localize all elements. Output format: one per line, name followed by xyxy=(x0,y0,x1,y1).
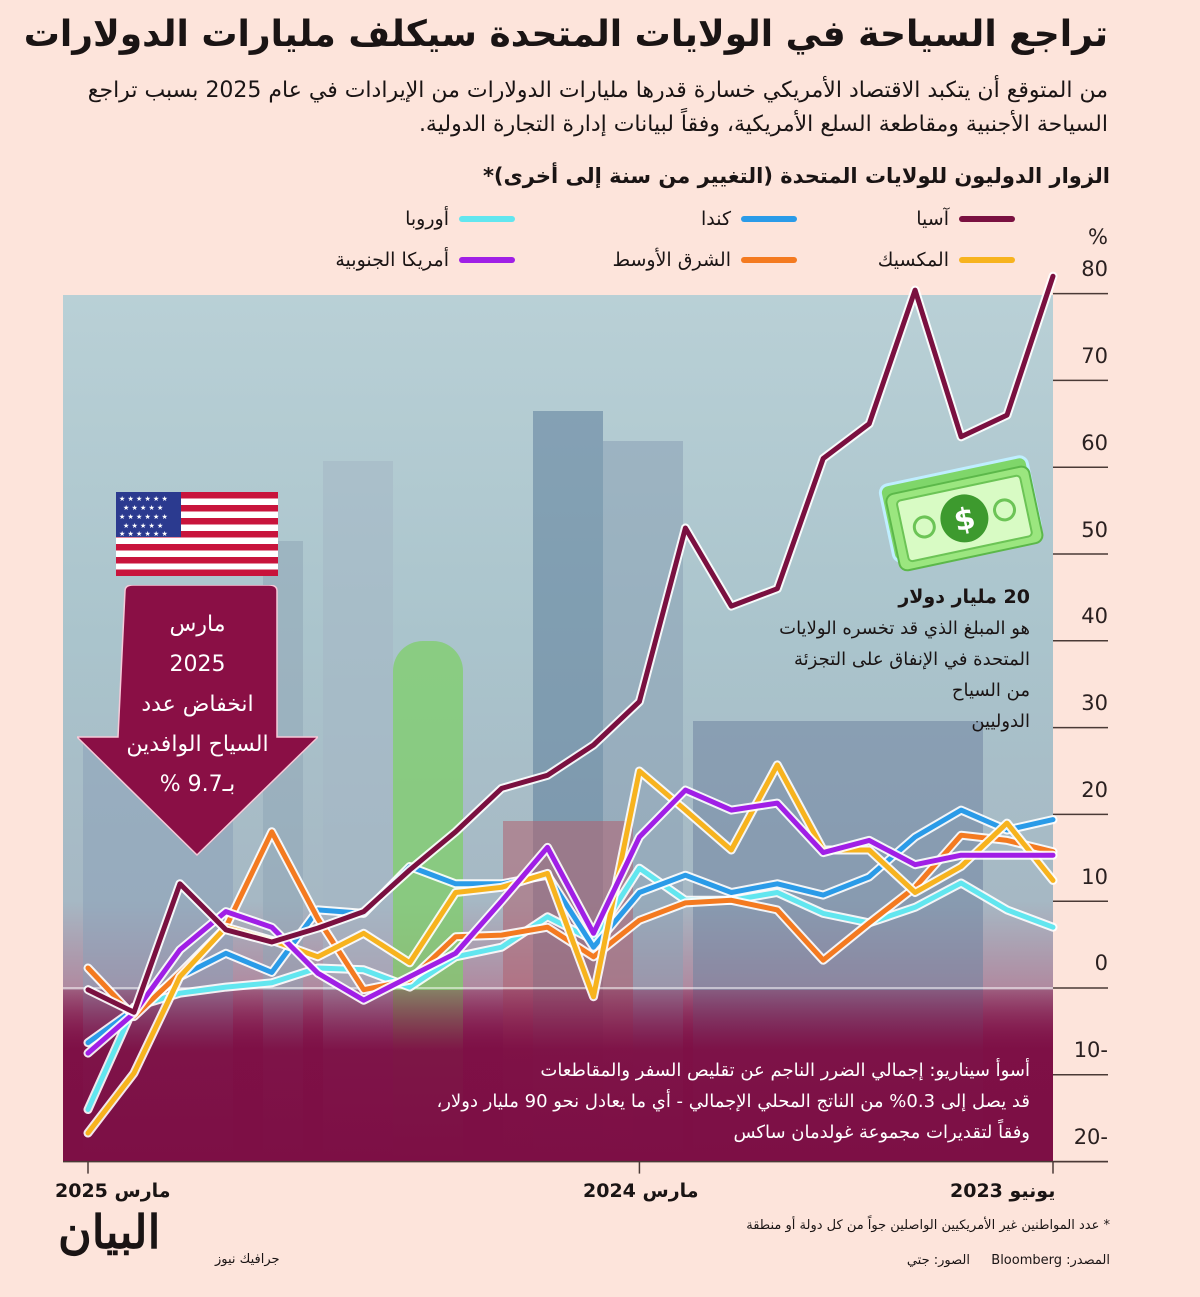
y-tick-label: 60 xyxy=(1081,431,1108,455)
legend-item-mexico: المكسيك xyxy=(878,249,1015,271)
y-tick-label: 80 xyxy=(1081,257,1108,281)
y-tick-label: 20 xyxy=(1081,778,1108,802)
legend-item-asia: آسيا xyxy=(916,208,1015,230)
legend-item-europe: أوروبا xyxy=(405,208,515,230)
legend-swatch xyxy=(459,216,515,222)
svg-text:★ ★ ★ ★ ★ ★: ★ ★ ★ ★ ★ ★ xyxy=(119,495,168,503)
page-title: تراجع السياحة في الولايات المتحدة سيكلف … xyxy=(23,14,1109,55)
legend-swatch xyxy=(459,257,515,263)
svg-text:★ ★ ★ ★ ★: ★ ★ ★ ★ ★ xyxy=(123,504,163,512)
scenario-line: وفقاً لتقديرات مجموعة غولدمان ساكس xyxy=(733,1122,1030,1143)
x-tick-label: مارس 2025 xyxy=(55,1180,171,1202)
y-tick-label: 50 xyxy=(1081,518,1108,542)
y-tick-label: 30 xyxy=(1081,691,1108,715)
x-tick-label: مارس 2024 xyxy=(583,1180,699,1202)
legend-item-canada: كندا xyxy=(701,208,797,230)
y-tick-label: 40 xyxy=(1081,604,1108,628)
money-line: هو المبلغ الذي قد تخسره الولايات xyxy=(779,618,1030,639)
us-flag-icon: ★ ★ ★ ★ ★ ★★ ★ ★ ★ ★★ ★ ★ ★ ★ ★★ ★ ★ ★ ★… xyxy=(116,492,278,576)
source: المصدر: Bloomberg xyxy=(991,1253,1110,1268)
svg-text:★ ★ ★ ★ ★: ★ ★ ★ ★ ★ xyxy=(123,522,163,530)
brand-logo: البيان xyxy=(58,1205,161,1259)
scenario-line: قد يصل إلى 0.3% من الناتج المحلي الإجمال… xyxy=(436,1091,1030,1112)
legend-label: آسيا xyxy=(916,208,949,230)
scenario-overlay xyxy=(63,990,1053,1161)
legend-label: المكسيك xyxy=(877,249,949,271)
money-line: الدوليين xyxy=(971,711,1030,732)
scenario-line: أسوأ سيناريو: إجمالي الضرر الناجم عن تقل… xyxy=(540,1060,1030,1081)
svg-text:★ ★ ★ ★ ★ ★: ★ ★ ★ ★ ★ ★ xyxy=(119,513,168,521)
series-line-0 xyxy=(85,273,1056,1015)
legend-label: أمريكا الجنوبية xyxy=(335,249,449,271)
legend-swatch xyxy=(959,216,1015,222)
legend-swatch xyxy=(959,257,1015,263)
y-tick-label: 20- xyxy=(1073,1125,1108,1149)
money-annotation: 20 مليار دولار هو المبلغ الذي قد تخسره ا… xyxy=(710,582,1030,737)
money-line: المتحدة في الإنفاق على التجزئة xyxy=(794,649,1030,670)
money-icon: $ xyxy=(878,455,1044,572)
x-tick-label: يونيو 2023 xyxy=(950,1180,1056,1202)
legend-item-south-america: أمريكا الجنوبية xyxy=(335,249,515,271)
down-arrow-callout xyxy=(77,585,318,857)
money-heading: 20 مليار دولار xyxy=(898,586,1030,608)
legend-label: كندا xyxy=(700,208,731,230)
callout-line: بـ9.7 % xyxy=(159,772,236,797)
callout-line: انخفاض عدد xyxy=(141,692,254,717)
legend-swatch xyxy=(741,257,797,263)
series-line-5 xyxy=(85,787,1056,1056)
y-tick-label: 70 xyxy=(1081,344,1108,368)
svg-text:★ ★ ★ ★ ★ ★: ★ ★ ★ ★ ★ ★ xyxy=(119,530,168,538)
brand-subtitle: جرافيك نيوز xyxy=(215,1252,280,1267)
money-line: من السياح xyxy=(951,680,1030,701)
subtitle: من المتوقع أن يتكبد الاقتصاد الأمريكي خس… xyxy=(87,78,1108,137)
worst-scenario-annotation: أسوأ سيناريو: إجمالي الضرر الناجم عن تقل… xyxy=(230,1055,1030,1148)
callout-text: مارس 2025 انخفاض عدد السياح الوافدين بـ9… xyxy=(118,605,277,805)
legend-label: الشرق الأوسط xyxy=(612,249,731,271)
legend-item-middle-east: الشرق الأوسط xyxy=(612,249,797,271)
y-axis-unit: % xyxy=(1088,225,1108,249)
callout-line: 2025 xyxy=(169,652,226,677)
y-tick-label: 10- xyxy=(1073,1038,1108,1062)
callout-line: السياح الوافدين xyxy=(126,732,269,757)
chart-title: الزوار الدوليون للولايات المتحدة (التغيي… xyxy=(482,164,1110,188)
y-tick-label: 0 xyxy=(1094,951,1108,975)
legend-swatch xyxy=(741,216,797,222)
callout-line: مارس xyxy=(169,612,226,637)
legend-label: أوروبا xyxy=(405,208,449,230)
photo-credit: الصور: جتي xyxy=(906,1253,970,1268)
y-tick-label: 10 xyxy=(1081,865,1108,889)
footnote: * عدد المواطنين غير الأمريكيين الواصلين … xyxy=(746,1218,1110,1233)
